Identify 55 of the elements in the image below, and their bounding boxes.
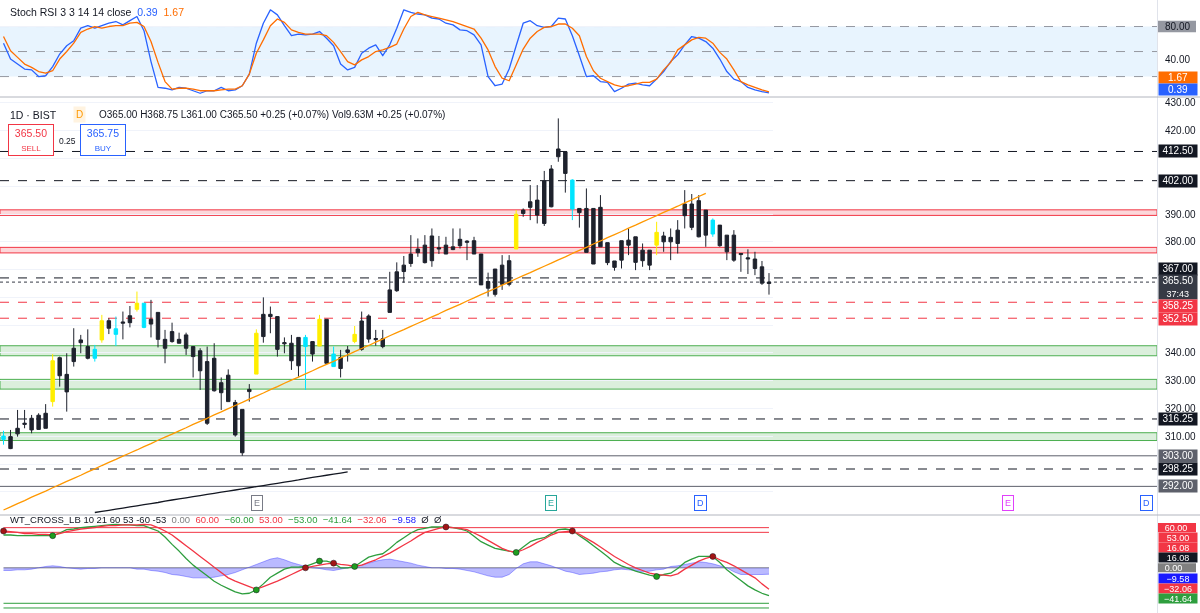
ref-line-label: 298.25 [1162, 463, 1194, 475]
annotation: 0.25 [59, 136, 76, 146]
y-tick-label: 380.00 [1165, 236, 1197, 248]
ref-line-label: 358.25 [1162, 300, 1194, 312]
annotation: D [76, 109, 84, 120]
y-tick-label: 40.00 [1165, 54, 1191, 66]
annotation: Ø [433, 514, 442, 525]
y-tick-label: 310.00 [1165, 430, 1197, 442]
text: 0.39 [1168, 84, 1188, 96]
ref-line-label: 412.50 [1162, 145, 1194, 157]
annotation: E [254, 498, 261, 508]
chart-title: WT_CROSS_LB 10 21 60 53 -60 -53 [10, 514, 167, 525]
y-tick-label: 390.00 [1165, 208, 1197, 220]
ref-line-label: 365.50 37:43 [1162, 275, 1194, 299]
annotation: −60.00 [224, 514, 254, 525]
annotation: −32.06 [357, 514, 387, 525]
y-tick-label: 320.00 [1165, 403, 1197, 415]
text: Stoch RSI 3 3 14 14 close [10, 6, 132, 18]
annotation: −41.64 [322, 514, 353, 525]
ref-line-label: 292.00 [1162, 480, 1194, 492]
annotation: 53.00 [259, 514, 283, 525]
annotation: 365.75 BUY [86, 127, 120, 153]
text: −41.64 [1164, 593, 1192, 604]
text: 1D · BIST [10, 109, 57, 121]
text: 53.00 [1166, 532, 1190, 543]
text: O365.00 H368.75 L361.00 C365.50 +0.25 (+0.07%) Vol9.63M +0.25 (+0.07%) [99, 109, 446, 120]
ref-line-label: 303.00 [1162, 450, 1194, 462]
text: E [1005, 498, 1012, 508]
text: −9.58 [1166, 573, 1190, 584]
y-tick-label: 430.00 [1165, 97, 1197, 109]
annotation: −9.58 [391, 514, 416, 525]
annotation: 1.67 [163, 6, 185, 18]
ref-line-label: 402.00 [1162, 175, 1194, 187]
y-tick-label: 340.00 [1165, 347, 1197, 359]
annotation: −53.00 [288, 514, 318, 525]
text: −32.06 [1164, 583, 1192, 594]
ref-line-label: 367.00 [1162, 263, 1194, 275]
annotation: 60.00 [195, 514, 220, 525]
annotation: E [548, 498, 555, 508]
text: 1.67 [1168, 72, 1188, 84]
ref-line-label: 352.50 [1162, 313, 1194, 325]
annotation: 0.39 [137, 6, 158, 18]
annotation: 365.50 SELL [14, 127, 48, 153]
y-tick-label: 60.00 [1164, 522, 1188, 533]
annotation: Ø [421, 514, 430, 525]
y-tick-label: 330.00 [1165, 375, 1197, 387]
text: 16.08 [1166, 552, 1190, 563]
y-tick-label: 420.00 [1165, 125, 1197, 137]
text: 16.08 [1166, 542, 1190, 553]
y-tick-label: 80.00 [1165, 21, 1191, 33]
annotation: D [697, 498, 704, 508]
annotation: 0.00 [171, 514, 191, 525]
y-tick-label: 0.00 [1164, 562, 1183, 573]
text: D [1143, 498, 1150, 508]
ref-line-label: 316.25 [1162, 413, 1194, 425]
